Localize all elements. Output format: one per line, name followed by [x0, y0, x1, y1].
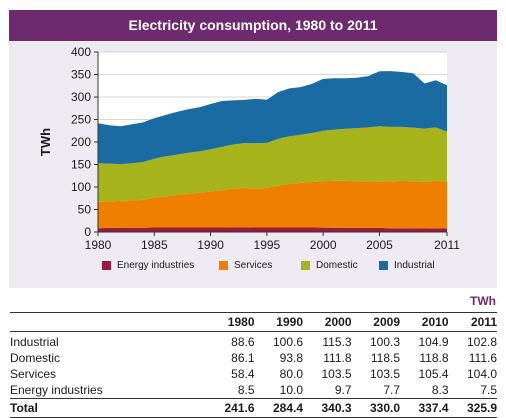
x-tick-label: 1990	[197, 238, 224, 252]
row-label: Industrial	[10, 335, 59, 349]
chart-legend: Energy industries Services Domestic Indu…	[9, 260, 497, 278]
legend-swatch	[301, 261, 310, 270]
table-cell: 330.0	[351, 398, 400, 418]
y-axis-label: TWh	[38, 128, 53, 156]
table-cell: 100.6	[272, 335, 303, 349]
table-cell: 86.1	[231, 351, 255, 365]
table-cell: 118.8	[419, 351, 449, 365]
table-cell: 102.8	[466, 335, 497, 349]
table-row: Domestic 86.1 93.8 111.8 118.5 118.8 111…	[10, 350, 497, 366]
y-tick-label: 250	[71, 113, 91, 127]
table-row: Services 58.4 80.0 103.5 103.5 105.4 104…	[10, 366, 497, 382]
table-header-cell: 2000	[303, 312, 352, 332]
table-unit-label: TWh	[470, 294, 496, 308]
table-cell: 103.5	[321, 367, 352, 381]
legend-item-industrial: Industrial	[379, 260, 435, 271]
table-cell: 118.5	[370, 351, 400, 365]
table-cell: 104.9	[418, 335, 449, 349]
table-cell: 340.3	[303, 398, 352, 418]
table-cell: 111.6	[468, 351, 497, 365]
table-header-cell: 2010	[400, 312, 449, 332]
y-tick-label: 200	[71, 135, 91, 149]
table-header-blank	[10, 312, 206, 332]
table-cell: 8.5	[237, 383, 255, 397]
legend-swatch	[219, 261, 228, 270]
table-cell: 241.6	[206, 398, 255, 418]
x-tick-label: 2000	[310, 238, 337, 252]
table-cell: 111.8	[323, 351, 352, 365]
row-label: Services	[10, 367, 57, 381]
table-cell: 8.3	[431, 383, 449, 397]
x-tick-label: 2005	[366, 238, 393, 252]
legend-item-energy-industries: Energy industries	[102, 260, 194, 271]
legend-item-domestic: Domestic	[301, 260, 358, 271]
table-cell: 7.5	[480, 383, 497, 397]
area-series-industrial	[98, 71, 447, 165]
y-tick-label: 0	[84, 225, 91, 239]
area-series-domestic	[98, 126, 447, 202]
table-cell: 103.5	[369, 367, 400, 381]
table-cell: 88.6	[231, 335, 255, 349]
table-cell: 284.4	[254, 398, 303, 418]
table-row: Energy industries 8.5 10.0 9.7 7.7 8.3 7…	[10, 382, 497, 399]
y-tick-label: 350	[71, 68, 91, 82]
y-tick-label: 100	[71, 180, 91, 194]
x-tick-label: 1995	[254, 238, 281, 252]
y-tick-label: 50	[78, 203, 92, 217]
table-cell: 115.3	[322, 335, 352, 349]
table-total-row: Total 241.6 284.4 340.3 330.0 337.4 325.…	[10, 398, 497, 418]
row-label: Total	[10, 398, 206, 418]
table-cell: 9.7	[334, 383, 352, 397]
chart-title: Electricity consumption, 1980 to 2011	[9, 10, 497, 41]
row-label: Energy industries	[10, 383, 103, 397]
table-cell: 105.4	[418, 367, 449, 381]
table-cell: 337.4	[400, 398, 449, 418]
y-tick-label: 300	[71, 90, 91, 104]
y-tick-label: 400	[71, 45, 91, 59]
area-series-services	[98, 180, 447, 229]
x-tick-label: 1985	[141, 238, 168, 252]
legend-label: Services	[234, 260, 273, 271]
table-cell: 93.8	[279, 351, 303, 365]
row-label: Domestic	[10, 351, 61, 365]
table-header-row: 1980 1990 2000 2009 2010 2011	[10, 312, 497, 332]
table-cell: 325.9	[448, 398, 497, 418]
stacked-area-chart: 0 50 100 150 200 250 300 350 400 1980 1985 1990 1995…	[38, 45, 460, 252]
legend-label: Domestic	[316, 260, 358, 271]
table-header-cell: 1990	[254, 312, 303, 332]
table-row: Industrial 88.6 100.6 115.3 100.3 104.9 …	[10, 332, 497, 351]
table-cell: 58.4	[231, 367, 255, 381]
data-table: 1980 1990 2000 2009 2010 2011 Industrial…	[10, 312, 497, 418]
x-tick-label: 2011	[434, 238, 460, 252]
table-header-cell: 2009	[351, 312, 400, 332]
y-tick-label: 150	[71, 158, 91, 172]
legend-swatch	[102, 261, 111, 270]
area-series-energy-industries	[98, 227, 447, 232]
legend-label: Industrial	[394, 260, 435, 271]
table-header-cell: 2011	[448, 312, 497, 332]
table-cell: 7.7	[383, 383, 400, 397]
table-cell: 80.0	[279, 367, 303, 381]
legend-label: Energy industries	[117, 260, 195, 271]
legend-item-services: Services	[219, 260, 272, 271]
legend-swatch	[379, 261, 388, 270]
table-header-cell: 1980	[206, 312, 255, 332]
table-cell: 10.0	[279, 383, 303, 397]
table-cell: 104.0	[466, 367, 497, 381]
x-tick-label: 1980	[85, 238, 112, 252]
table-cell: 100.3	[369, 335, 400, 349]
